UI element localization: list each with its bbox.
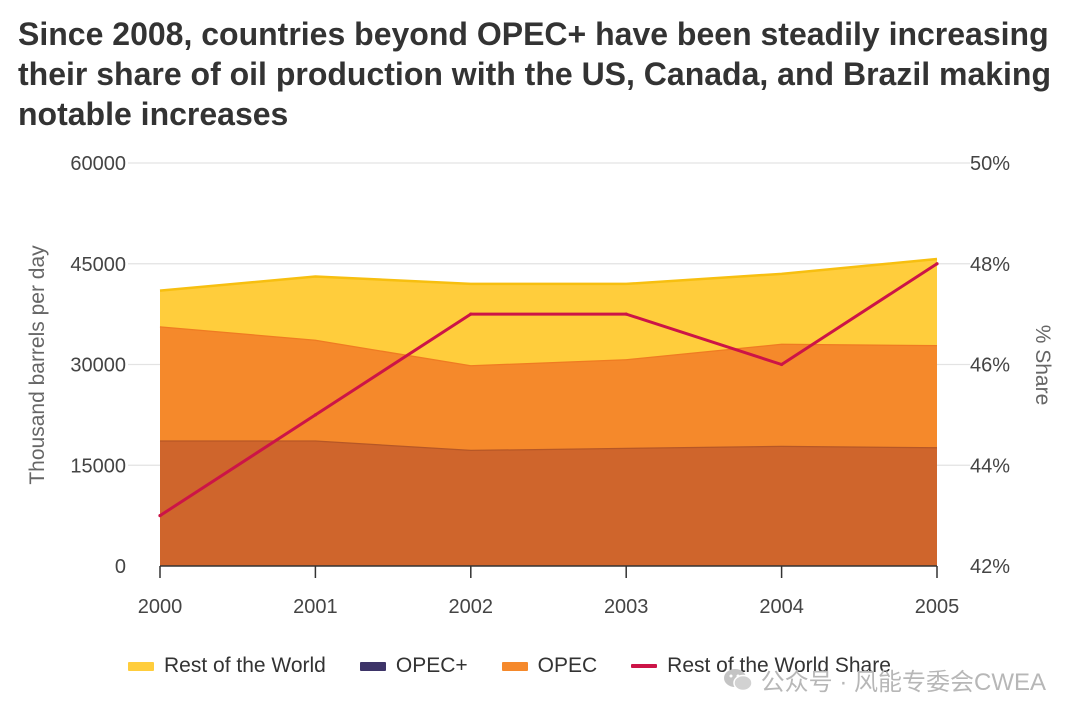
legend-swatch-rest-of-world-share [631,664,658,668]
share-line-point [935,262,939,266]
share-line-point [624,312,628,316]
share-line [159,262,938,517]
share-line-series [158,262,939,518]
y-left-tick-label: 30000 [70,355,126,377]
x-tick-label: 2002 [449,596,494,618]
x-tick-label: 2003 [604,596,649,618]
legend-label: OPEC [537,654,598,677]
x-tick-label: 2005 [915,596,960,618]
area-edge-rest-of-the-world [159,257,938,292]
y-axis-right-title: % Share [1031,325,1054,406]
watermark: 公众号 · 风能专委会CWEA [723,662,1046,697]
legend-label: Rest of the World Share [667,654,891,677]
y-right-tick-label: 44% [970,455,1010,477]
legend-label: OPEC+ [395,654,468,677]
x-tick-label: 2001 [293,596,338,618]
legend-item-rest-of-world-share[interactable]: Rest of the World Share [631,654,891,678]
axes [159,565,938,578]
y-left-tick-label: 15000 [70,455,126,477]
x-tick-label: 2004 [759,596,804,618]
tick-labels: 0 42% 15000 44% 30000 46% 45000 48% 60000 50% 2000… [70,153,1010,618]
area-series [159,257,938,566]
share-line-point [469,312,473,316]
y-right-tick-label: 46% [970,355,1010,377]
area-opec-plus [160,440,937,566]
share-line-point [313,413,317,417]
legend-label: Rest of the World [164,654,326,677]
wechat-icon [723,668,753,691]
area-opec [160,326,937,450]
legend-swatch-opec-plus [359,661,386,671]
legend-item-opec-plus[interactable]: OPEC+ [359,654,468,678]
legend-item-opec[interactable]: OPEC [501,654,598,678]
y-left-tick-label: 45000 [70,254,126,276]
y-right-tick-label: 42% [970,556,1010,578]
y-right-tick-label: 50% [970,153,1010,175]
legend-item-rest-of-world[interactable]: Rest of the World [128,654,326,678]
watermark-text: 公众号 · 风能专委会CWEA [760,669,1046,696]
y-right-tick-label: 48% [970,254,1010,276]
share-line-point [780,362,784,367]
legend-swatch-opec [501,661,528,671]
x-tick-label: 2000 [138,596,183,618]
legend-swatch-rest-of-world [128,661,154,671]
legend: Rest of the World OPEC+ OPEC Rest of the… [128,654,925,678]
y-left-tick-label: 0 [115,556,126,578]
share-line-point [158,514,162,518]
area-rest-of-the-world [160,259,937,366]
chart-title: Since 2008, countries beyond OPEC+ have … [18,16,1052,132]
y-left-tick-label: 60000 [70,153,126,175]
y-axis-left-title: Thousand barrels per day [26,245,49,485]
